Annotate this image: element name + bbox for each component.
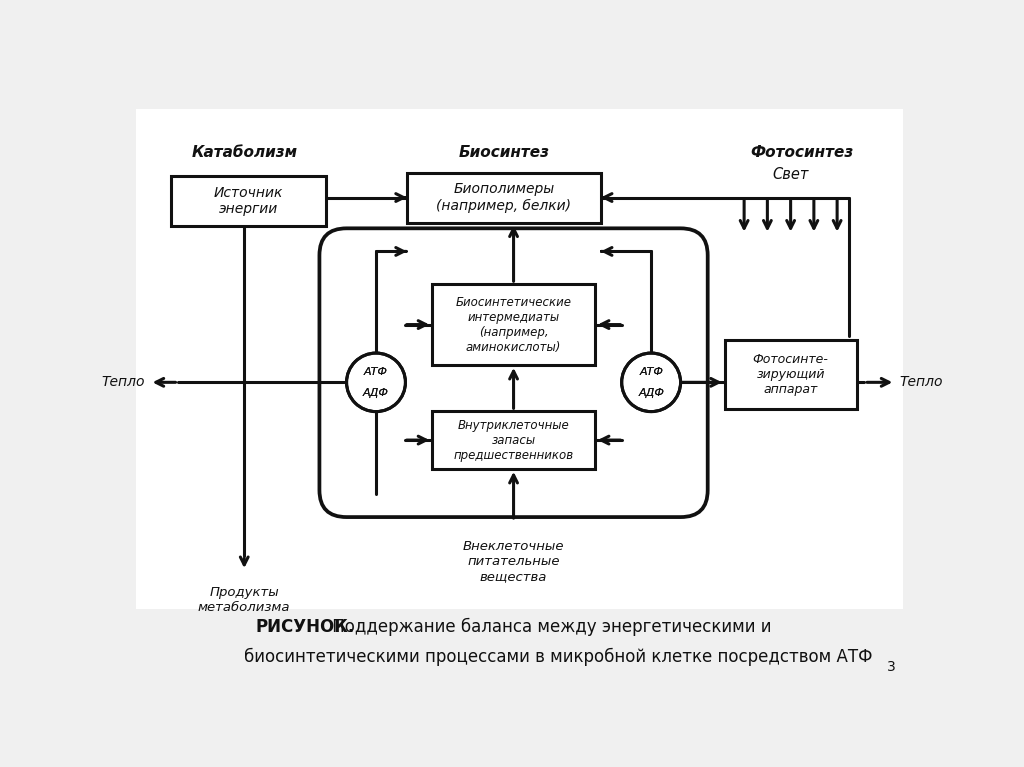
Text: Внеклеточные
питательные
вещества: Внеклеточные питательные вещества [463,540,564,583]
FancyBboxPatch shape [432,411,595,469]
Text: Биосинтетические
интермедиаты
(например,
аминокислоты): Биосинтетические интермедиаты (например,… [456,295,571,354]
Text: АТФ: АТФ [364,367,388,377]
Text: АДФ: АДФ [362,388,389,398]
Circle shape [624,355,678,410]
Text: АДФ: АДФ [638,388,665,398]
Circle shape [346,353,406,412]
Text: АТФ: АТФ [639,367,664,377]
FancyBboxPatch shape [725,340,856,410]
Text: АДФ: АДФ [638,388,665,398]
Text: Продукты
метаболизма: Продукты метаболизма [198,587,291,614]
Text: Поддержание баланса между энергетическими и: Поддержание баланса между энергетическим… [328,618,772,637]
FancyBboxPatch shape [432,284,595,365]
Text: Биосинтез: Биосинтез [459,146,549,160]
Text: Тепло: Тепло [899,375,943,390]
Text: Биополимеры
(например, белки): Биополимеры (например, белки) [436,183,571,212]
Text: Фотосинте-
зирующий
аппарат: Фотосинте- зирующий аппарат [753,353,828,396]
Text: АТФ: АТФ [364,367,388,377]
Text: Катаболизм: Катаболизм [191,146,297,160]
Text: Фотосинтез: Фотосинтез [751,146,854,160]
Text: Тепло: Тепло [101,375,145,390]
Text: Внутриклеточные
запасы
предшественников: Внутриклеточные запасы предшественников [454,419,573,462]
Text: РИСУНОК.: РИСУНОК. [256,618,355,636]
Circle shape [349,355,403,410]
Circle shape [622,353,681,412]
Text: Свет: Свет [772,167,809,182]
FancyBboxPatch shape [136,109,903,610]
Text: Источник
энергии: Источник энергии [213,186,283,216]
Text: биосинтетическими процессами в микробной клетке посредством АТФ: биосинтетическими процессами в микробной… [245,647,872,666]
Text: АТФ: АТФ [639,367,664,377]
Text: АДФ: АДФ [362,388,389,398]
FancyBboxPatch shape [319,229,708,517]
FancyBboxPatch shape [171,176,326,226]
FancyBboxPatch shape [407,173,601,222]
Text: 3: 3 [887,660,896,674]
